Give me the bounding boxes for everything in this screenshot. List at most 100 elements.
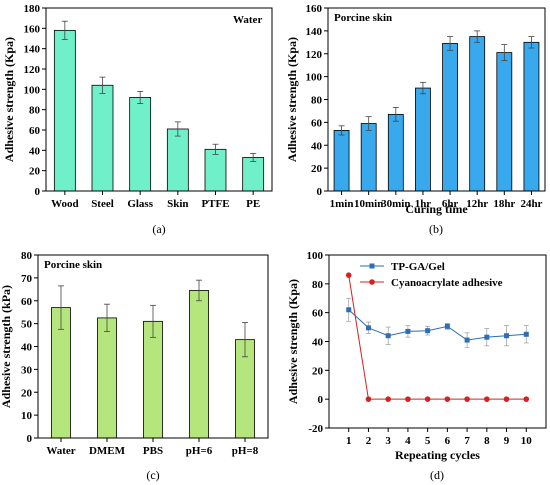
panel-a-ytick-label: 40 <box>29 145 41 157</box>
panel-b-xtick-label: 30min <box>381 198 410 210</box>
panel-c-axes: 0 10 20 30 40 50 60 70 80 Water DMEM PBS pH=6 pH=8 <box>21 250 259 457</box>
panel-a-ytick-label: 20 <box>29 166 41 178</box>
panel-b-ytick-label: 100 <box>306 72 323 84</box>
panel-d-xtick-label: 5 <box>425 435 431 447</box>
panel-d-ytick-label: 20 <box>312 365 324 377</box>
panel-b-xtick-label: 1min <box>330 198 354 210</box>
panel-a-ytick-label: 140 <box>24 44 41 56</box>
panel-b-ytick-label: 20 <box>311 163 323 175</box>
panel-b-bar <box>523 41 540 192</box>
panel-b-xtick-label: 24hr <box>520 198 542 210</box>
panel-d-point-series-2 <box>503 396 510 402</box>
panel-d-xtick-label: 4 <box>405 435 411 447</box>
panel-d-point-series-2 <box>365 396 372 402</box>
panel-a-bar <box>129 97 152 192</box>
panel-d-point-series-1 <box>365 325 371 331</box>
panel-d-point-series-1 <box>346 307 352 313</box>
panel-d-series <box>345 272 530 402</box>
panel-d-xtick-label: 2 <box>366 435 372 447</box>
panel-d-point-series-2 <box>464 396 470 402</box>
panel-d-point-series-2 <box>405 396 411 402</box>
panel-c-xtick-label: DMEM <box>89 445 126 457</box>
panel-b-bar <box>360 123 377 192</box>
panel-a-bar <box>166 128 189 192</box>
panel-a: 0 20 40 60 80 100 120 140 160 180 Wood Steel Glass Sk… <box>2 3 273 236</box>
panel-d-legend: TP-GA/Gel Cyanoacrylate adhesive <box>360 261 503 289</box>
panel-c-xtick-label: PBS <box>143 445 163 457</box>
panel-d-xtick-label: 6 <box>445 435 451 447</box>
panel-b-inset-label: Porcine skin <box>334 12 392 24</box>
legend-marker-series-2 <box>369 279 375 285</box>
panel-a-xtick-label: PE <box>246 198 260 210</box>
panel-a-xtick-label: Wood <box>51 198 79 210</box>
panel-a-ytick-label: 60 <box>29 125 41 137</box>
panel-a-ytick-label: 80 <box>29 105 41 117</box>
panel-d-xtick-label: 1 <box>346 435 352 447</box>
panel-d-axes: -20 0 20 40 60 80 100 1 2 3 4 5 6 7 8 9 10 <box>307 250 533 447</box>
panel-a-ytick-label: 120 <box>24 64 41 76</box>
panel-b-xtick-label: 1hr <box>415 198 432 210</box>
panel-a-xtick-label: Steel <box>91 198 114 210</box>
panel-a-ytick-label: 160 <box>24 23 41 35</box>
panel-d-xlabel: Repeating cycles <box>395 448 480 462</box>
panel-a-ylabel: Adhesive strength (Kpa) <box>2 37 16 162</box>
panel-c-xtick-label: pH=8 <box>232 445 259 457</box>
panel-d-xtick-label: 7 <box>464 435 470 447</box>
panel-b-bar <box>496 52 513 192</box>
panel-c-caption: (c) <box>146 468 159 482</box>
panel-d-xtick-label: 10 <box>521 435 533 447</box>
panel-a-ytick-label: 100 <box>24 84 41 96</box>
panel-b-ytick-label: 0 <box>317 186 323 198</box>
panel-b-bar <box>333 129 350 192</box>
panel-d-point-series-2 <box>484 396 490 402</box>
panel-a-bars <box>53 20 265 192</box>
panel-b-ytick-label: 80 <box>311 95 323 107</box>
panel-a-caption: (a) <box>152 222 165 236</box>
panel-b-ytick-label: 160 <box>306 3 323 15</box>
panel-d-point-series-1 <box>504 333 510 339</box>
panel-c-ytick-label: 0 <box>27 433 33 445</box>
panel-c-inset-label: Porcine skin <box>44 259 102 271</box>
panel-d-xtick-label: 9 <box>504 435 510 447</box>
panel-d-ytick-label: 40 <box>312 337 324 349</box>
panel-c-ytick-label: 70 <box>21 273 33 285</box>
panel-d-point-series-2 <box>523 396 530 402</box>
panel-c-bar <box>97 317 117 439</box>
panel-d-point-series-1 <box>484 334 490 340</box>
panel-b-xtick-label: 10min <box>354 198 383 210</box>
panel-c-ytick-label: 10 <box>21 410 33 422</box>
panel-b-ytick-label: 40 <box>311 140 323 152</box>
panel-a-xtick-label: PTFE <box>201 198 229 210</box>
panel-b-bar <box>469 36 486 192</box>
panel-c-xtick-label: Water <box>46 445 75 457</box>
panel-b-xtick-label: 6hr <box>442 198 459 210</box>
panel-d-point-series-1 <box>464 337 470 343</box>
panel-d-point-series-2 <box>424 396 431 402</box>
panel-d-xtick-label: 3 <box>385 435 391 447</box>
panel-b-bar <box>442 43 458 192</box>
panel-b-ytick-label: 120 <box>306 49 323 61</box>
panel-a-frame <box>45 7 273 192</box>
panel-d-ylabel: Adhesive strength (Kpa) <box>286 279 300 404</box>
panel-c-ytick-label: 60 <box>21 296 33 308</box>
panel-d-point-series-1 <box>405 328 411 334</box>
panel-d-ytick-label: 100 <box>307 250 324 262</box>
panel-d-ytick-label: 60 <box>312 308 324 320</box>
panel-a-xtick-label: Skin <box>167 198 188 210</box>
panel-b-caption: (b) <box>429 222 443 236</box>
panel-a-ytick-label: 180 <box>24 3 41 15</box>
panel-c-bars <box>51 279 255 439</box>
panel-d-caption: (d) <box>430 468 444 482</box>
panel-a-bar <box>242 157 265 192</box>
panel-d-point-series-2 <box>385 396 391 402</box>
panel-d-point-series-1 <box>444 323 450 329</box>
panel-d-ytick-label: 80 <box>312 279 324 291</box>
panel-d: -20 0 20 40 60 80 100 1 2 3 4 5 6 7 8 9 10 TP-GA/Gel Cya… <box>286 250 547 482</box>
panel-b-ytick-label: 60 <box>311 117 323 129</box>
panel-d-ytick-label: 0 <box>318 394 324 406</box>
panel-b-ylabel: Adhesive strength (Kpa) <box>285 37 299 162</box>
legend-label-series-1: TP-GA/Gel <box>391 261 445 273</box>
panel-c-ytick-label: 20 <box>21 387 33 399</box>
